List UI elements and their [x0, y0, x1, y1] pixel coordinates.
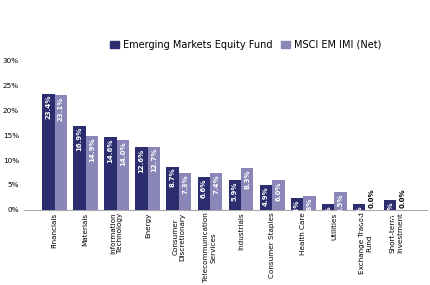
Text: 1.1%: 1.1%: [325, 205, 331, 225]
Text: 8.7%: 8.7%: [170, 168, 175, 187]
Bar: [303, 196, 316, 210]
Bar: [42, 93, 55, 210]
Bar: [104, 137, 117, 210]
Bar: [229, 180, 241, 210]
Bar: [260, 185, 272, 210]
Text: 6.6%: 6.6%: [201, 178, 207, 198]
Text: 12.7%: 12.7%: [151, 148, 157, 172]
Bar: [73, 126, 86, 210]
Text: 4.9%: 4.9%: [263, 187, 269, 206]
Bar: [322, 204, 334, 210]
Text: 1.1%: 1.1%: [356, 205, 362, 225]
Bar: [210, 173, 222, 210]
Bar: [135, 147, 148, 210]
Text: 12.6%: 12.6%: [138, 148, 144, 173]
Text: 3.5%: 3.5%: [338, 194, 344, 213]
Text: 14.9%: 14.9%: [89, 137, 95, 162]
Text: 6.0%: 6.0%: [275, 181, 281, 201]
Text: 2.8%: 2.8%: [307, 197, 313, 217]
Bar: [166, 166, 179, 210]
Bar: [384, 200, 396, 210]
Legend: Emerging Markets Equity Fund, MSCI EM IMI (Net): Emerging Markets Equity Fund, MSCI EM IM…: [106, 36, 385, 54]
Bar: [291, 198, 303, 210]
Bar: [148, 147, 160, 210]
Bar: [117, 140, 129, 210]
Text: 0.0%: 0.0%: [399, 189, 405, 208]
Bar: [272, 180, 285, 210]
Text: 7.4%: 7.4%: [213, 174, 219, 194]
Text: 0.0%: 0.0%: [369, 189, 375, 208]
Text: 1.9%: 1.9%: [387, 201, 393, 221]
Text: 23.1%: 23.1%: [58, 96, 64, 121]
Text: 2.3%: 2.3%: [294, 200, 300, 219]
Bar: [334, 192, 347, 210]
Text: 14.0%: 14.0%: [120, 141, 126, 166]
Text: 14.6%: 14.6%: [108, 139, 114, 163]
Text: 23.4%: 23.4%: [45, 95, 51, 119]
Text: 7.3%: 7.3%: [182, 175, 188, 194]
Text: 8.3%: 8.3%: [244, 170, 250, 189]
Bar: [179, 174, 191, 210]
Bar: [197, 177, 210, 210]
Bar: [55, 95, 67, 210]
Text: 16.9%: 16.9%: [77, 127, 83, 151]
Bar: [86, 136, 98, 210]
Bar: [241, 168, 253, 210]
Text: 5.9%: 5.9%: [232, 182, 238, 201]
Bar: [353, 204, 366, 210]
